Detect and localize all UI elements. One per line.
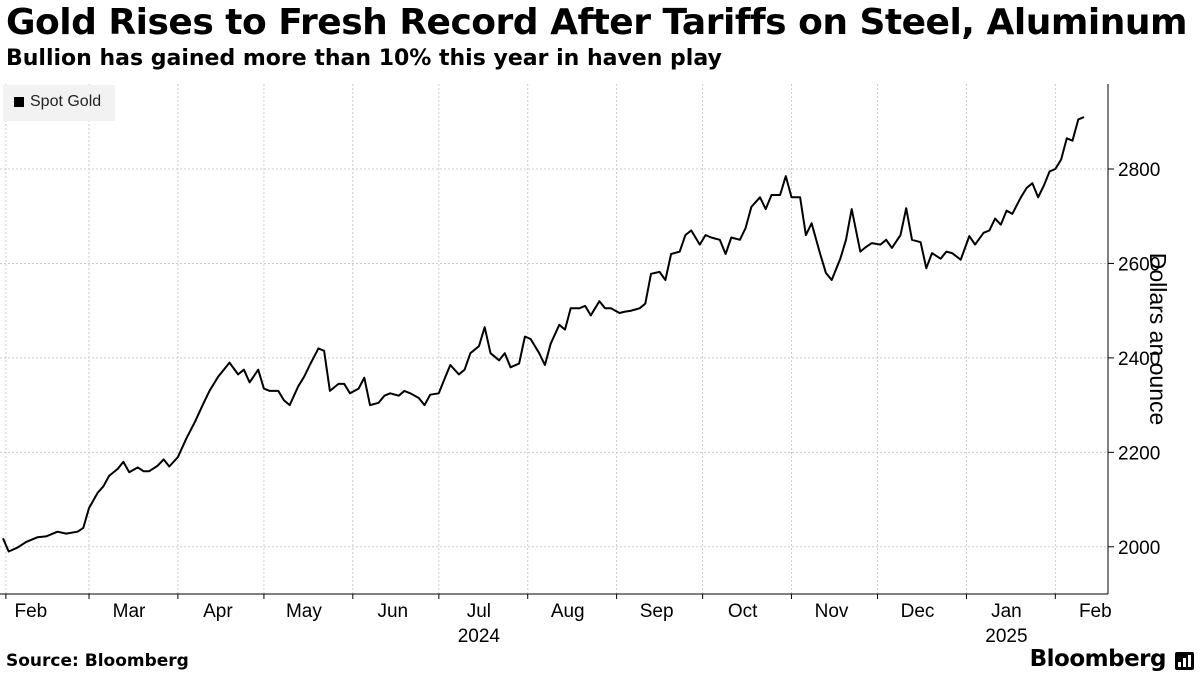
- x-tick-label: Nov: [815, 601, 849, 622]
- bloomberg-logo: Bloomberg: [1029, 646, 1167, 672]
- x-tick-label: Mar: [113, 601, 146, 622]
- bloomberg-badge-icon: [1175, 652, 1194, 670]
- x-tick-label: Feb: [14, 601, 47, 622]
- y-tick-label: 2800: [1118, 160, 1160, 181]
- chart-subtitle: Bullion has gained more than 10% this ye…: [6, 46, 722, 71]
- tick-labels: 2000 2200 2400 2600 2800 Feb Mar Apr May Jun Jul 20…: [14, 160, 1171, 647]
- series-line-spot-gold: [2, 116, 1085, 553]
- source-note: Source: Bloomberg: [6, 651, 189, 671]
- x-tick-label: Jan: [991, 601, 1022, 622]
- y-tick-label: 2000: [1118, 538, 1160, 559]
- chart-title: Gold Rises to Fresh Record After Tariffs…: [6, 2, 1187, 43]
- legend-swatch: [14, 97, 24, 107]
- x-tick-label: Oct: [728, 601, 758, 622]
- x-tick-label: May: [286, 601, 322, 622]
- x-tick-label: Aug: [551, 601, 585, 622]
- x-tick-label: Apr: [203, 601, 233, 622]
- series-layer: [2, 116, 1085, 553]
- x-year-label: 2025: [985, 626, 1027, 647]
- legend: Spot Gold: [3, 85, 115, 121]
- y-tick-label: 2600: [1118, 254, 1160, 275]
- axes: [0, 84, 1114, 599]
- y-tick-label: 2200: [1118, 443, 1160, 464]
- x-tick-label: Jun: [377, 601, 408, 622]
- x-tick-label: Dec: [901, 601, 935, 622]
- grid-lines: [0, 84, 1108, 594]
- x-tick-label: Jul: [467, 601, 491, 622]
- legend-label-spot-gold: Spot Gold: [30, 93, 102, 110]
- x-tick-label: Sep: [640, 601, 674, 622]
- x-tick-label: Feb: [1079, 601, 1112, 622]
- x-year-label: 2024: [458, 626, 501, 647]
- y-axis-title: Dollars an ounce: [1145, 253, 1171, 426]
- y-tick-label: 2400: [1118, 349, 1160, 370]
